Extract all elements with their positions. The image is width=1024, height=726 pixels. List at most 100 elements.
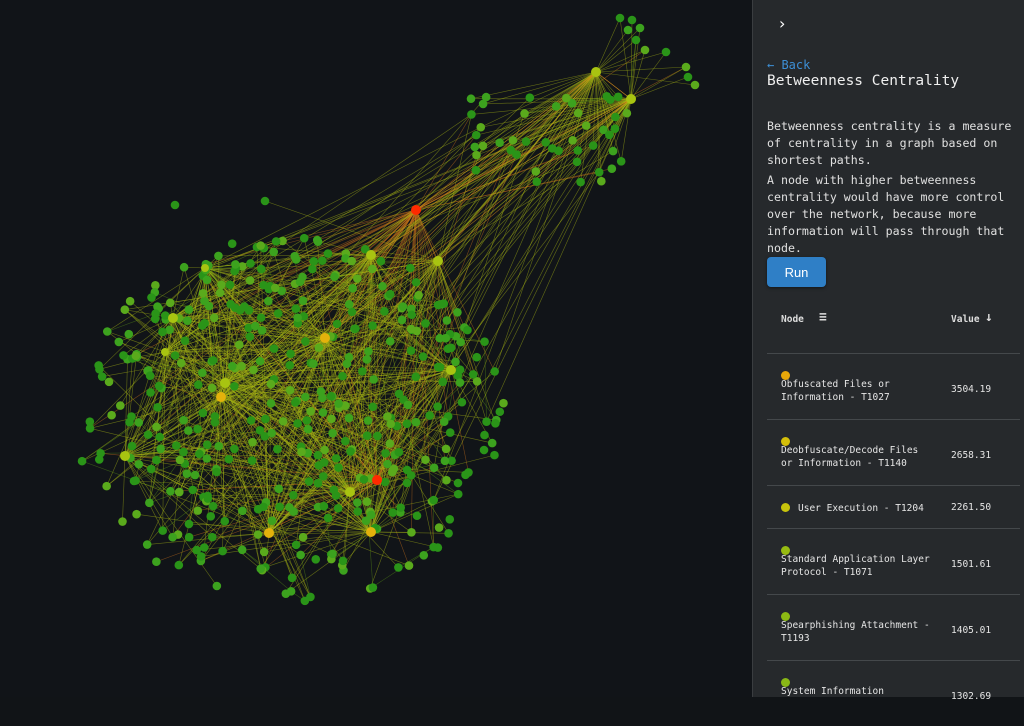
- graph-node[interactable]: [155, 382, 164, 391]
- graph-node[interactable]: [377, 257, 386, 266]
- graph-node[interactable]: [381, 478, 390, 487]
- graph-node[interactable]: [231, 260, 240, 269]
- graph-node[interactable]: [212, 468, 221, 477]
- graph-node[interactable]: [339, 556, 348, 565]
- graph-node[interactable]: [272, 237, 281, 246]
- graph-node[interactable]: [254, 530, 263, 539]
- graph-node[interactable]: [152, 423, 161, 432]
- graph-node[interactable]: [363, 355, 372, 364]
- graph-node[interactable]: [684, 73, 693, 82]
- graph-node[interactable]: [552, 102, 561, 111]
- graph-node[interactable]: [115, 338, 124, 347]
- graph-node[interactable]: [507, 146, 516, 155]
- graph-node[interactable]: [230, 382, 239, 391]
- graph-hub-node[interactable]: [220, 378, 230, 388]
- graph-node[interactable]: [378, 282, 387, 291]
- graph-node[interactable]: [185, 533, 194, 542]
- graph-node[interactable]: [152, 456, 161, 465]
- graph-node[interactable]: [351, 324, 360, 333]
- graph-node[interactable]: [491, 419, 500, 428]
- graph-hub-node[interactable]: [120, 451, 130, 461]
- graph-node[interactable]: [405, 561, 414, 570]
- graph-node[interactable]: [314, 461, 323, 470]
- graph-node[interactable]: [228, 362, 237, 371]
- graph-node[interactable]: [256, 426, 265, 435]
- graph-node[interactable]: [407, 528, 416, 537]
- graph-node[interactable]: [193, 425, 202, 434]
- graph-node[interactable]: [369, 583, 378, 592]
- graph-node[interactable]: [257, 265, 266, 274]
- graph-node[interactable]: [313, 236, 322, 245]
- graph-node[interactable]: [292, 304, 301, 313]
- graph-node[interactable]: [296, 551, 305, 560]
- graph-node[interactable]: [179, 416, 188, 425]
- graph-hub-node[interactable]: [345, 487, 355, 497]
- graph-node[interactable]: [305, 477, 314, 486]
- graph-node[interactable]: [412, 418, 421, 427]
- graph-node[interactable]: [636, 24, 645, 33]
- graph-node[interactable]: [301, 337, 310, 346]
- graph-node[interactable]: [279, 417, 288, 426]
- graph-node[interactable]: [347, 257, 356, 266]
- graph-node[interactable]: [404, 400, 413, 409]
- graph-node[interactable]: [248, 456, 257, 465]
- graph-node[interactable]: [476, 123, 485, 132]
- graph-node[interactable]: [216, 288, 225, 297]
- graph-node[interactable]: [662, 48, 671, 57]
- graph-node[interactable]: [368, 265, 377, 274]
- graph-node[interactable]: [435, 523, 444, 532]
- graph-node[interactable]: [520, 109, 529, 118]
- run-button[interactable]: Run: [767, 257, 826, 287]
- graph-node[interactable]: [289, 507, 298, 516]
- graph-node[interactable]: [158, 328, 167, 337]
- graph-node[interactable]: [682, 63, 691, 72]
- graph-node[interactable]: [479, 141, 488, 150]
- graph-node[interactable]: [134, 418, 143, 427]
- graph-node[interactable]: [86, 424, 95, 433]
- graph-node[interactable]: [472, 166, 481, 175]
- graph-node[interactable]: [589, 141, 598, 150]
- table-row[interactable]: Deobfuscate/Decode Files or Information …: [767, 419, 1020, 485]
- graph-node[interactable]: [166, 299, 175, 308]
- graph-node[interactable]: [197, 552, 206, 561]
- graph-node[interactable]: [171, 201, 180, 210]
- graph-node[interactable]: [146, 371, 155, 380]
- graph-node[interactable]: [348, 284, 357, 293]
- graph-node[interactable]: [126, 297, 135, 306]
- graph-node[interactable]: [155, 433, 164, 442]
- graph-node[interactable]: [267, 380, 276, 389]
- graph-node[interactable]: [353, 274, 362, 283]
- graph-node[interactable]: [458, 398, 467, 407]
- graph-node[interactable]: [261, 197, 270, 206]
- graph-node[interactable]: [447, 344, 456, 353]
- graph-node[interactable]: [118, 517, 127, 526]
- graph-node[interactable]: [616, 14, 625, 23]
- graph-node[interactable]: [256, 357, 265, 366]
- graph-node[interactable]: [296, 277, 305, 286]
- graph-node[interactable]: [345, 300, 354, 309]
- graph-node[interactable]: [309, 359, 318, 368]
- column-header-node[interactable]: Node: [781, 314, 804, 325]
- column-header-value[interactable]: Value: [951, 314, 980, 325]
- graph-node[interactable]: [467, 94, 476, 103]
- graph-node[interactable]: [260, 548, 269, 557]
- graph-node[interactable]: [345, 414, 354, 423]
- graph-node[interactable]: [273, 445, 282, 454]
- graph-node[interactable]: [220, 517, 229, 526]
- graph-node[interactable]: [472, 353, 481, 362]
- graph-node[interactable]: [327, 392, 336, 401]
- graph-node[interactable]: [226, 281, 235, 290]
- graph-node[interactable]: [407, 325, 416, 334]
- graph-node[interactable]: [228, 239, 237, 248]
- graph-node[interactable]: [330, 486, 339, 495]
- graph-node[interactable]: [532, 177, 541, 186]
- graph-node[interactable]: [386, 337, 395, 346]
- graph-node[interactable]: [128, 442, 137, 451]
- graph-node[interactable]: [608, 164, 617, 173]
- graph-node[interactable]: [624, 26, 633, 35]
- graph-node[interactable]: [338, 372, 347, 381]
- graph-node[interactable]: [368, 402, 377, 411]
- graph-node[interactable]: [628, 16, 637, 25]
- graph-node[interactable]: [461, 471, 470, 480]
